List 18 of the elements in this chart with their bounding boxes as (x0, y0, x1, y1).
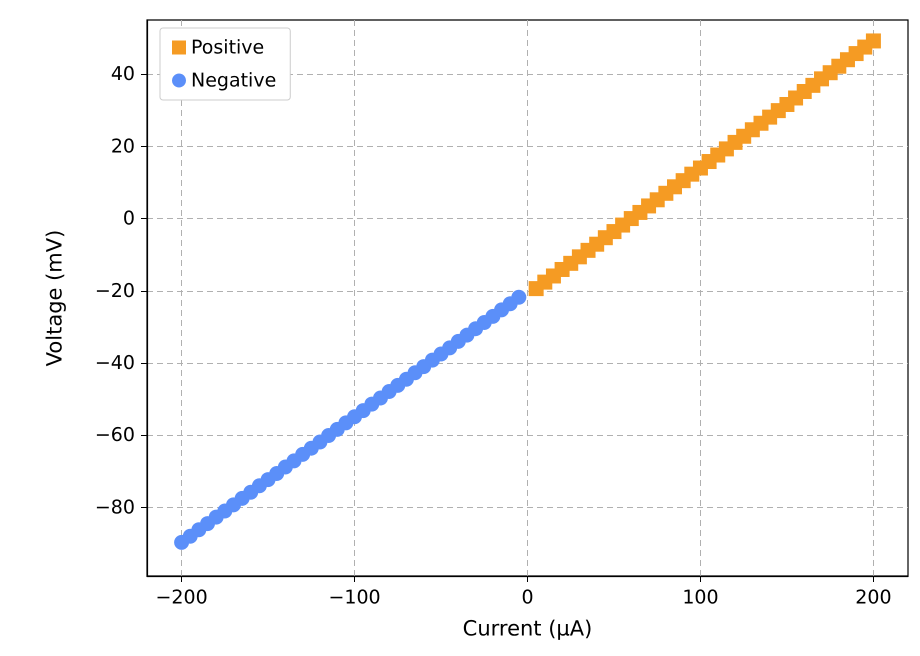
x-axis-title: Current (µA) (462, 616, 592, 640)
y-tick-label: −80 (94, 496, 135, 518)
point (511, 290, 526, 305)
y-tick-label: −20 (94, 280, 135, 302)
y-tick-label: −60 (94, 424, 135, 446)
legend-label: Negative (191, 70, 276, 92)
x-tick-label: −100 (328, 586, 381, 608)
x-tick-label: 200 (855, 586, 892, 608)
y-tick-label: 40 (110, 63, 135, 86)
x-tick-label: 0 (521, 586, 534, 608)
point (866, 33, 881, 48)
y-tick-label: −40 (94, 352, 135, 374)
x-tick-label: 100 (682, 586, 719, 608)
legend-label: Positive (191, 36, 264, 58)
x-tick-label: −200 (155, 586, 208, 608)
y-axis-title: Voltage (mV) (42, 230, 66, 366)
y-tick-label: 20 (110, 135, 135, 158)
y-tick-label: 0 (122, 208, 135, 230)
